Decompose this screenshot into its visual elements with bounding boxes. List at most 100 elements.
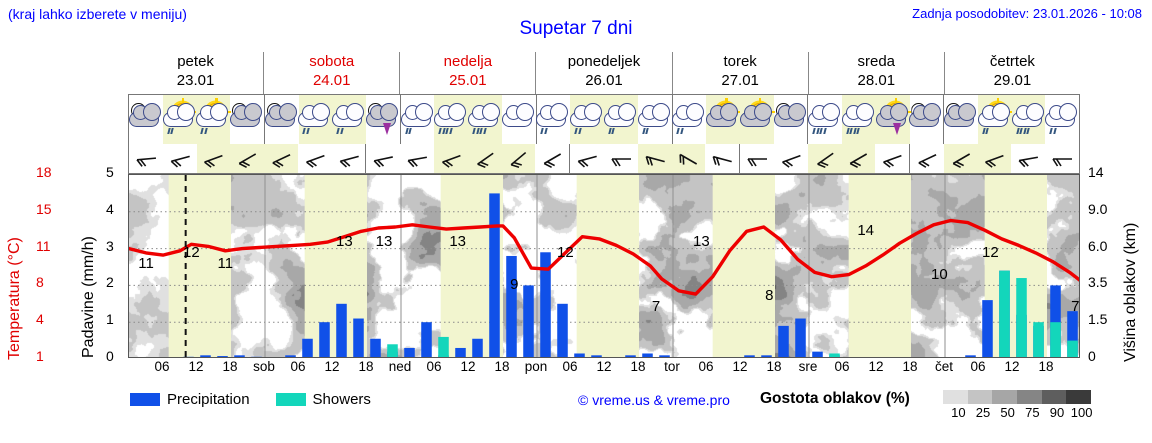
temperature-value-label: 14 [857, 222, 874, 240]
rain-drops-icon [438, 127, 453, 134]
temperature-value-label: 7 [651, 298, 661, 316]
day-date: 26.01 [585, 72, 623, 89]
precipitation-swatch [130, 392, 160, 406]
legend-item-precipitation: Precipitation [130, 391, 250, 408]
cloud-tick: 9.0 [1088, 200, 1108, 217]
weather-icon-cell [875, 95, 911, 144]
wind-barb-cell [875, 144, 909, 173]
wind-barb-icon [235, 147, 259, 171]
time-axis-tick: 18 [1038, 359, 1054, 374]
precipitation-bar [370, 338, 381, 357]
prec-tick: 3 [106, 237, 114, 254]
wind-barb-cell [1011, 144, 1045, 173]
cloud-icon [128, 102, 161, 127]
precipitation-bar [812, 351, 823, 357]
time-axis-tick: 18 [222, 359, 238, 374]
rain-drops-icon [540, 127, 548, 134]
cloud-density-ramp-step [1066, 390, 1092, 404]
precipitation-bar [795, 318, 806, 357]
cloud-density-tick-label: 75 [1025, 405, 1040, 420]
rain-drops-icon [1015, 127, 1030, 134]
time-axis-tick: 12 [460, 359, 476, 374]
temperature-value-label: 12 [182, 243, 200, 261]
day-name: sreda [857, 53, 896, 70]
day-name: nedelja [443, 53, 493, 70]
time-axis-tick: čet [934, 359, 954, 374]
temp-tick: 1 [36, 348, 44, 364]
showers-bar [1067, 340, 1078, 357]
wind-barb-icon [201, 147, 225, 171]
wind-barb-cell [535, 144, 569, 173]
weather-icon-cell [773, 95, 808, 144]
cloud-density-ramp-step [943, 390, 968, 404]
time-axis-tick: 18 [902, 359, 918, 374]
wind-barb-icon [575, 147, 599, 171]
cloud-tick: 3.5 [1088, 274, 1108, 291]
showers-swatch [275, 392, 306, 406]
prec-tick: 2 [106, 274, 114, 291]
time-axis-tick: 18 [766, 359, 782, 374]
weather-icon-cell [434, 95, 469, 144]
temp-tick: 11 [36, 237, 51, 254]
wind-barb-cell [129, 144, 163, 173]
precipitation-bar [948, 357, 959, 358]
temp-tick: 8 [36, 274, 44, 291]
daylight-band [168, 175, 231, 357]
precipitation-bar [625, 355, 636, 357]
precipitation-bar [642, 353, 653, 357]
precipitation-bar [1050, 285, 1061, 357]
cloud-density-tick-label: 100 [1070, 405, 1093, 420]
precipitation-bar [523, 285, 534, 357]
precipitation-bar [727, 357, 738, 358]
cloud-icon [909, 102, 942, 127]
wind-barb-icon [643, 147, 667, 171]
weather-icon-cell [468, 95, 502, 144]
precipitation-bar [217, 356, 228, 357]
time-axis-tick: 06 [154, 359, 170, 374]
temperature-value-label: 13 [449, 233, 466, 251]
wind-barb-icon [506, 147, 530, 171]
precipitation-bar [302, 338, 313, 357]
weather-icon-cell [196, 95, 232, 144]
precipitation-bar [676, 357, 687, 358]
weather-icon-cell [977, 95, 1013, 144]
showers-bar [183, 357, 194, 358]
wind-barb-cell [807, 144, 842, 173]
time-axis-tick: 06 [290, 359, 306, 374]
weather-icon-cell [909, 95, 944, 144]
rain-drops-icon [472, 127, 486, 134]
wind-barb-cell [774, 144, 808, 173]
precipitation-bar [931, 357, 942, 358]
cloud-density-ramp-step [992, 390, 1018, 404]
cloud-density-ramp-step [967, 390, 993, 404]
precipitation-bar [574, 353, 585, 357]
cloud-icon [468, 102, 501, 127]
time-axis-tick: 12 [188, 359, 204, 374]
day-header-nedelja: nedelja 25.01 [399, 52, 535, 94]
wind-barb-cell [841, 144, 876, 173]
showers-bar [999, 270, 1010, 357]
time-axis: 06 12 18 sob 06 12 18 ned 06 12 18 pon 06 12 18 tor 06 12… [128, 359, 1080, 379]
weather-icon-cell [1045, 95, 1079, 144]
day-date: 23.01 [176, 72, 215, 89]
wind-barb-icon [337, 147, 361, 171]
weather-icon-cell [535, 95, 571, 144]
wind-barb-cell [977, 144, 1012, 173]
cloud-tick: 6.0 [1088, 237, 1108, 254]
rain-drops-icon [336, 127, 343, 134]
precipitation-bar [557, 303, 568, 357]
wind-barb-icon [846, 147, 870, 171]
cloud-icon [603, 102, 636, 127]
prec-tick: 5 [106, 164, 114, 180]
weather-icon-cell [332, 95, 367, 144]
temperature-value-label: 13 [375, 233, 393, 251]
rain-drops-icon [608, 127, 615, 134]
cloud-height-axis-title: Višina oblakov (km) [1122, 222, 1139, 362]
cloud-icon [841, 102, 874, 127]
wind-barb-cell [298, 144, 332, 173]
wind-barb-icon [982, 147, 1006, 171]
temp-tick: 18 [36, 164, 52, 180]
temp-tick: 15 [36, 200, 52, 217]
wind-barb-icon [303, 147, 327, 171]
cloud-icon [808, 102, 841, 127]
